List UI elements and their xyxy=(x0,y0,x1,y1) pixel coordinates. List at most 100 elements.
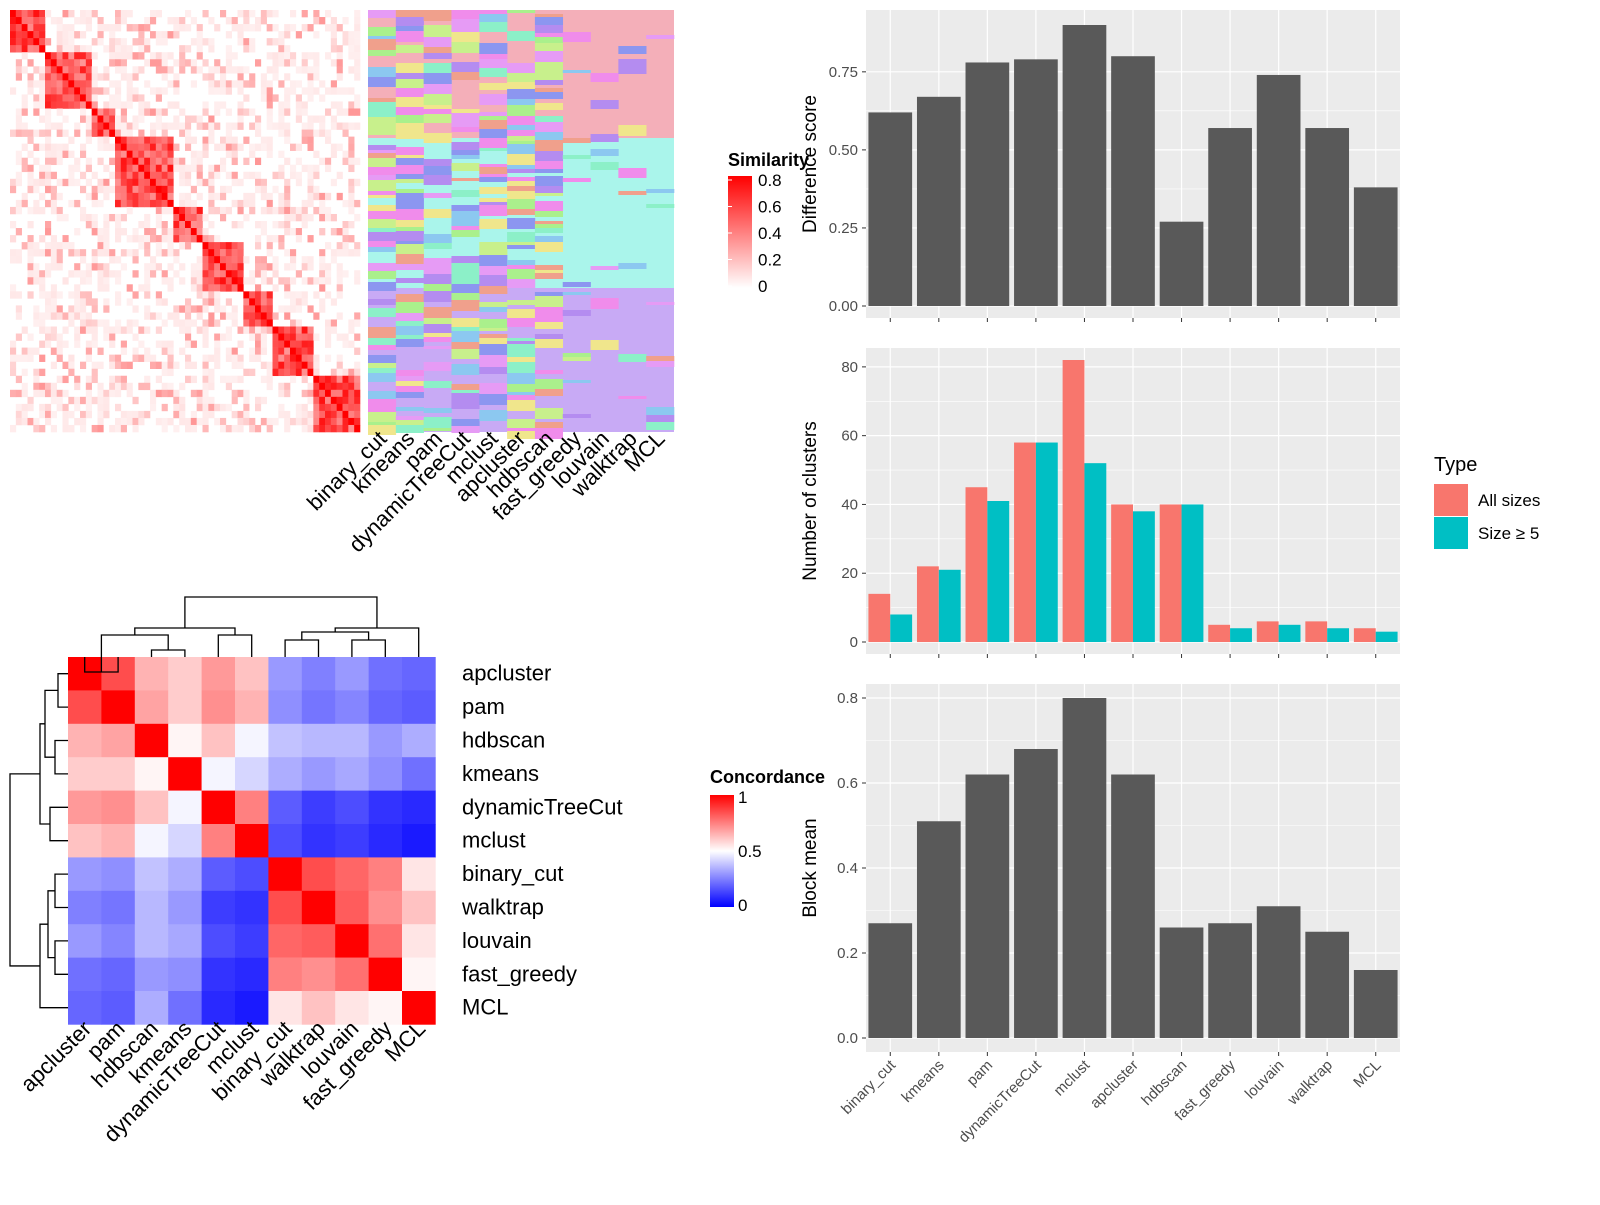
similarity-cell xyxy=(115,213,122,222)
assignment-cell xyxy=(368,175,397,180)
similarity-cell xyxy=(272,171,279,180)
similarity-cell xyxy=(336,375,343,384)
similarity-cell xyxy=(68,410,75,419)
similarity-cell xyxy=(27,87,34,95)
similarity-cell xyxy=(231,354,238,362)
assignment-cell xyxy=(451,205,480,211)
concordance-cell xyxy=(402,790,436,825)
similarity-cell xyxy=(91,129,98,137)
assignment-cell xyxy=(368,27,397,36)
similarity-cell xyxy=(278,80,285,88)
similarity-cell xyxy=(307,185,314,194)
similarity-cell xyxy=(179,122,186,130)
similarity-cell xyxy=(225,277,232,285)
similarity-cell xyxy=(45,340,52,348)
similarity-cell xyxy=(179,235,186,243)
similarity-cell xyxy=(237,277,244,285)
similarity-cell xyxy=(85,347,92,355)
similarity-cell xyxy=(144,213,151,222)
similarity-cell xyxy=(161,235,168,243)
similarity-cell xyxy=(202,284,209,292)
assignment-cell xyxy=(646,189,675,193)
similarity-cell xyxy=(354,31,361,39)
concordance-cell xyxy=(134,690,169,725)
similarity-cell xyxy=(301,136,308,144)
assignment-cell xyxy=(534,33,564,37)
similarity-cell xyxy=(231,122,238,130)
similarity-cell xyxy=(348,235,355,243)
concordance-cell xyxy=(368,824,403,858)
similarity-cell xyxy=(45,242,52,250)
similarity-cell xyxy=(307,115,314,123)
concordance-cell xyxy=(134,657,169,691)
similarity-cell xyxy=(336,45,343,53)
similarity-cell xyxy=(39,410,46,419)
similarity-cell xyxy=(342,417,349,426)
similarity-cell xyxy=(167,340,174,348)
similarity-cell xyxy=(348,178,355,187)
similarity-cell xyxy=(80,45,87,53)
similarity-cell xyxy=(45,178,52,187)
assignment-cell xyxy=(590,73,619,82)
similarity-cell xyxy=(167,284,174,292)
similarity-cell xyxy=(74,396,81,405)
similarity-cell xyxy=(167,199,174,208)
similarity-cell xyxy=(85,410,92,419)
similarity-cell xyxy=(155,143,162,151)
similarity-cell xyxy=(85,375,92,384)
similarity-cell xyxy=(91,361,98,369)
assignment-cell xyxy=(534,103,564,110)
similarity-cell xyxy=(161,249,168,257)
similarity-cell xyxy=(161,298,168,306)
similarity-cell xyxy=(249,298,256,306)
similarity-cell xyxy=(50,206,57,215)
similarity-cell xyxy=(21,389,28,398)
concordance-cell xyxy=(335,857,369,892)
similarity-cell xyxy=(33,143,40,151)
similarity-cell xyxy=(80,291,87,299)
similarity-cell xyxy=(39,80,46,88)
similarity-cell xyxy=(33,108,40,116)
similarity-cell xyxy=(138,164,145,173)
similarity-cell xyxy=(155,298,162,306)
concordance-cell xyxy=(368,857,403,892)
similarity-cell xyxy=(144,150,151,158)
assignment-cell xyxy=(368,191,397,195)
similarity-cell xyxy=(109,326,116,334)
assignment-cell xyxy=(534,228,564,233)
assignment-cell xyxy=(395,73,424,79)
assignment-cell xyxy=(507,269,536,279)
assignment-cell xyxy=(507,260,536,265)
assignment-cell xyxy=(395,416,424,420)
similarity-cell xyxy=(138,129,145,137)
assignment-cell xyxy=(368,395,397,399)
similarity-cell xyxy=(214,340,221,348)
similarity-cell xyxy=(103,129,110,137)
similarity-cell xyxy=(103,164,110,173)
similarity-cell xyxy=(115,38,122,46)
column-dendrogram-branch xyxy=(150,649,186,657)
concordance-cell xyxy=(235,757,269,791)
similarity-cell xyxy=(225,59,232,67)
assignment-cell xyxy=(534,315,564,322)
similarity-cell xyxy=(56,305,63,313)
assignment-cell xyxy=(479,83,508,90)
similarity-cell xyxy=(260,312,267,320)
similarity-cell xyxy=(21,129,28,137)
assignment-cell xyxy=(395,220,424,227)
similarity-cell xyxy=(150,108,157,116)
bar-all-sizes xyxy=(965,487,988,642)
similarity-cell xyxy=(97,115,104,123)
similarity-cell xyxy=(56,59,63,67)
similarity-cell xyxy=(109,45,116,53)
assignment-cell xyxy=(534,14,564,17)
similarity-cell xyxy=(185,178,192,187)
similarity-cell xyxy=(120,185,127,194)
similarity-cell xyxy=(56,150,63,158)
similarity-cell xyxy=(97,263,104,271)
similarity-cell xyxy=(120,115,127,123)
assignment-cell xyxy=(368,422,397,425)
similarity-cell xyxy=(255,115,262,123)
concordance-cell xyxy=(402,991,436,1025)
similarity-cell xyxy=(33,31,40,39)
